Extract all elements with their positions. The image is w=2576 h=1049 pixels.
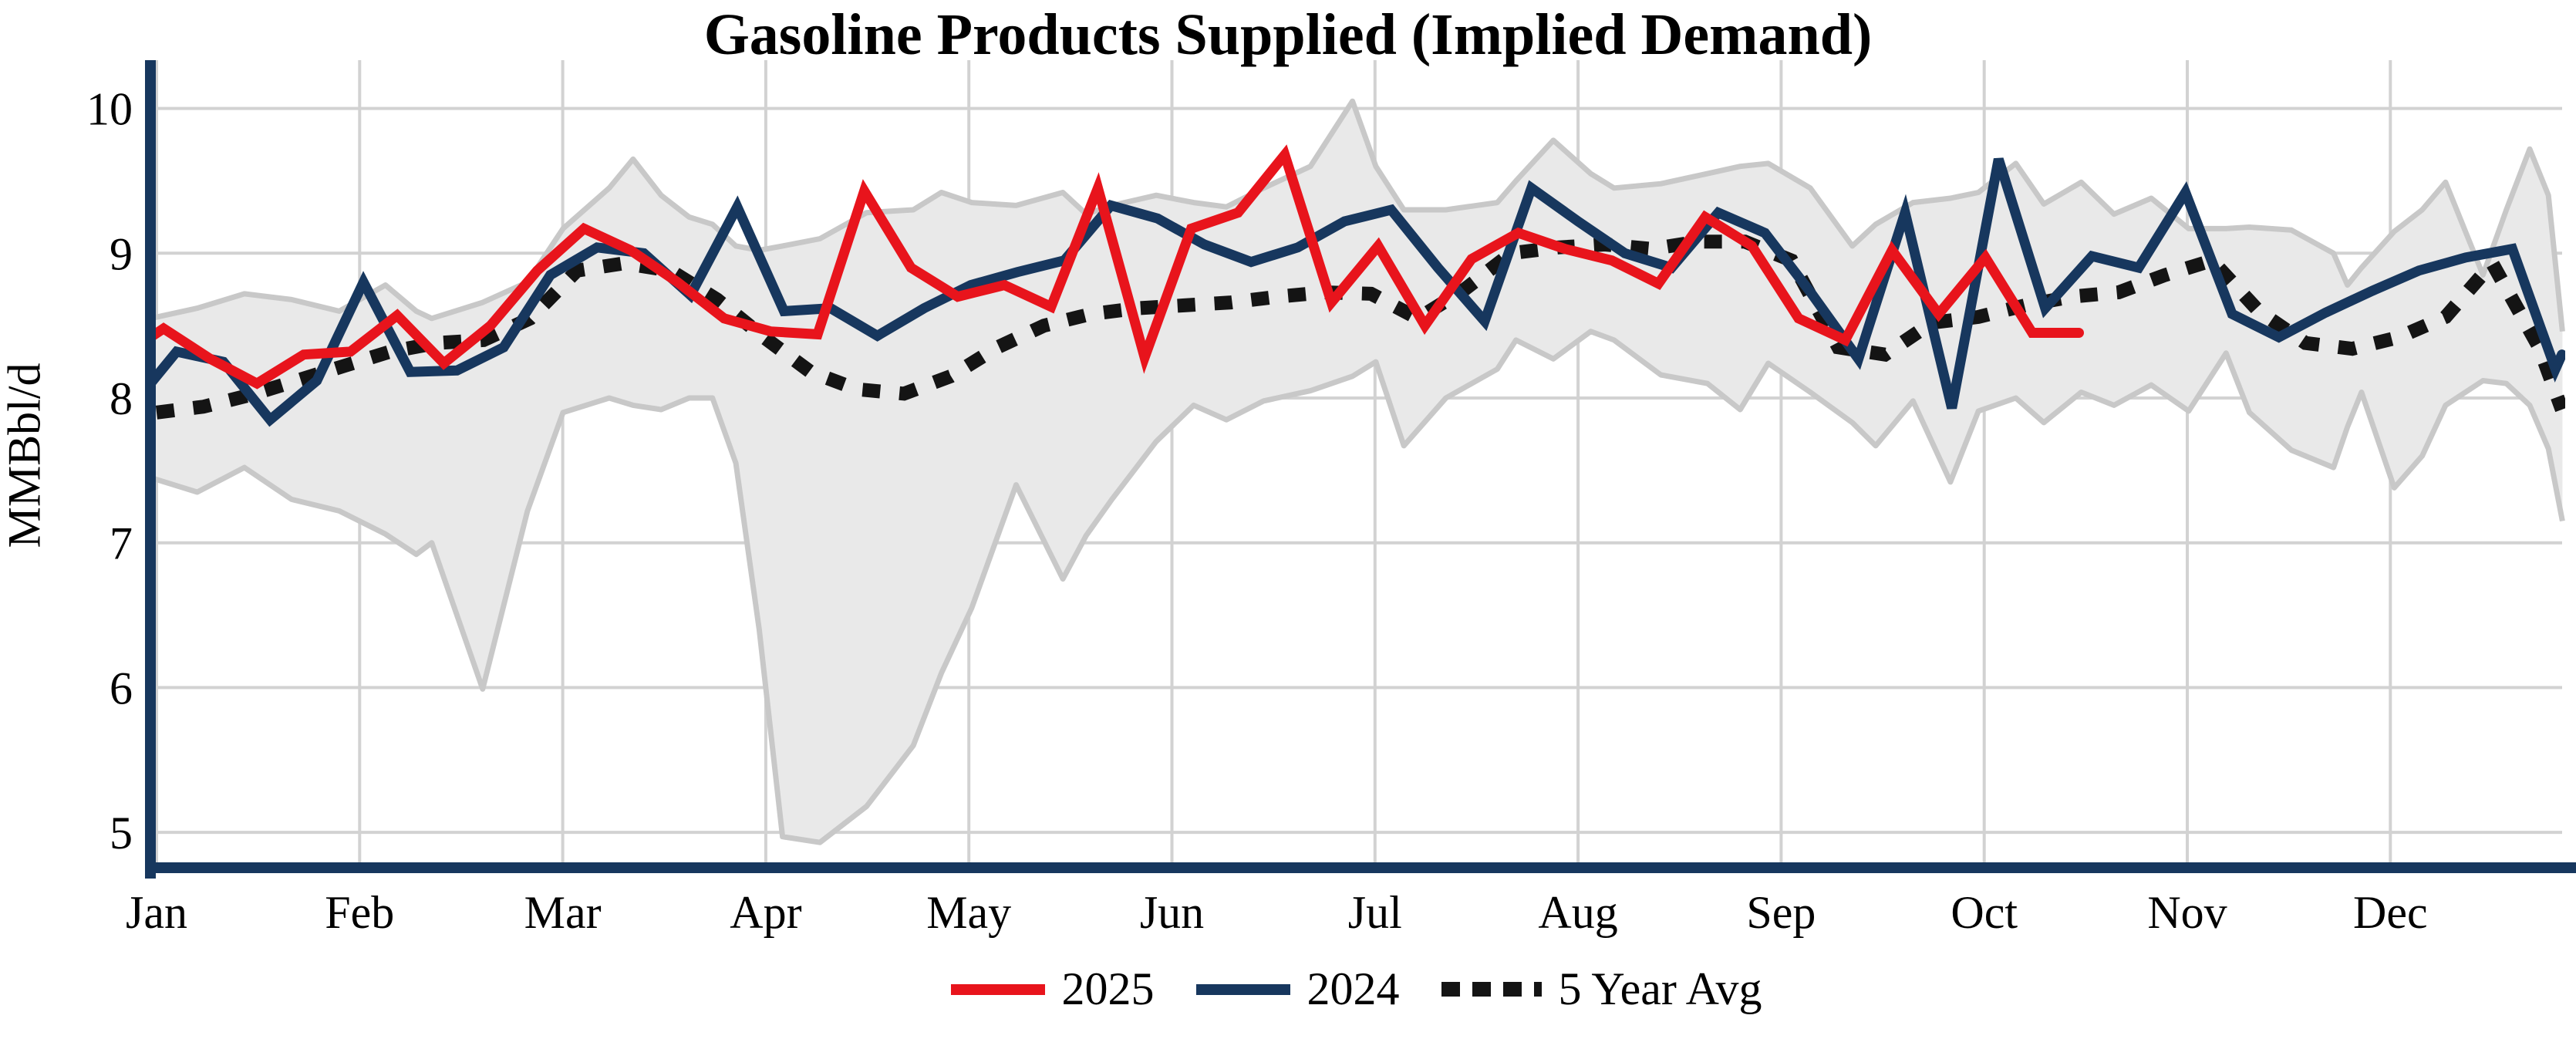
legend-swatch-2025-line (950, 983, 1045, 995)
legend-item-5yr-avg: 5 Year Avg (1441, 963, 1762, 1016)
x-tick-label-mar: Mar (524, 887, 602, 938)
x-tick-label-dec: Dec (2353, 887, 2428, 938)
series-line-5-year-avg (155, 234, 2565, 420)
x-tick-label-jul: Jul (1348, 887, 1402, 938)
five-year-range-band (150, 101, 2563, 843)
series-line-2024 (150, 157, 2565, 427)
x-tick-label-aug: Aug (1538, 887, 1617, 938)
series-line-2025 (150, 144, 2084, 390)
band-lower-edge (150, 329, 2565, 845)
legend: 2025 2024 5 Year Avg (150, 963, 2562, 1016)
x-tick-label-nov: Nov (2147, 887, 2227, 938)
legend-label-5yr-avg: 5 Year Avg (1558, 963, 1762, 1014)
y-tick-labels: 5 6 7 8 9 10 (86, 84, 133, 858)
y-tick-label: 10 (86, 84, 133, 135)
y-axis-label: MMBbl/d (0, 363, 50, 548)
x-tick-label-apr: Apr (730, 887, 801, 938)
x-tick-label-oct: Oct (1951, 887, 2018, 938)
x-tick-label-may: May (926, 887, 1011, 938)
x-axis-spine (145, 862, 2576, 873)
legend-item-2025: 2025 (950, 963, 1155, 1016)
y-axis-spine (145, 60, 156, 879)
x-tick-label-jan: Jan (126, 887, 187, 938)
x-tick-label-jun: Jun (1140, 887, 1204, 938)
y-tick-label: 8 (110, 373, 133, 424)
legend-item-2024: 2024 (1195, 963, 1400, 1016)
y-tick-label: 7 (110, 518, 133, 569)
y-tick-label: 9 (110, 228, 133, 279)
x-tick-labels: Jan Feb Mar Apr May Jun Jul Aug Sep Oct Nov Dec (126, 887, 2428, 938)
y-tick-label: 5 (110, 808, 133, 858)
band-upper-edge (150, 98, 2565, 332)
x-tick-label-sep: Sep (1746, 887, 1816, 938)
legend-label-2024: 2024 (1307, 963, 1400, 1014)
legend-label-2025: 2025 (1061, 963, 1155, 1014)
legend-swatch-2024-line (1195, 983, 1290, 995)
chart-title: Gasoline Products Supplied (Implied Dema… (703, 2, 1873, 67)
legend-swatch-5yr-avg-dotted-line (1441, 982, 1542, 997)
y-tick-label: 6 (110, 663, 133, 713)
x-tick-label-feb: Feb (325, 887, 394, 938)
